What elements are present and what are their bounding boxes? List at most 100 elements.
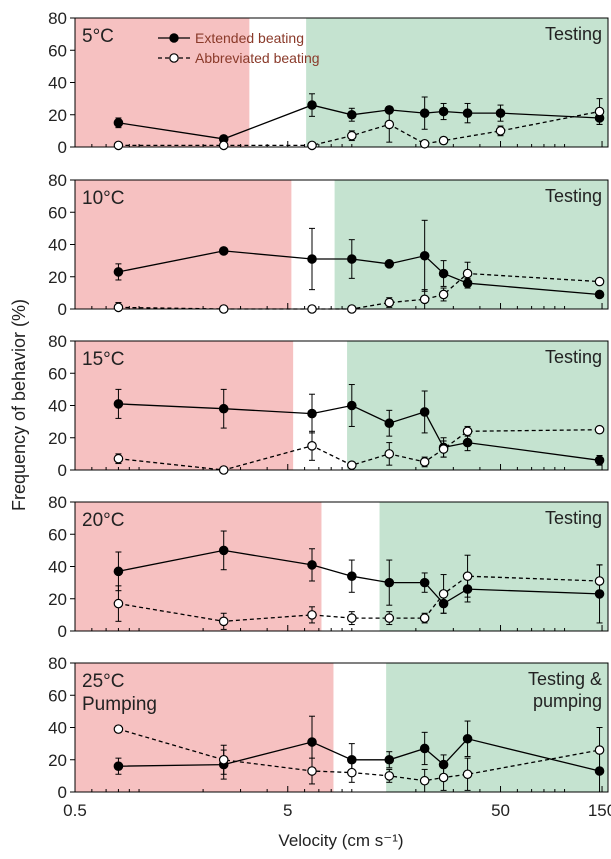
panel-1: 0 20 40 60 80 5°C Testing <box>48 9 609 157</box>
region-label: Testing <box>545 347 602 367</box>
series-abbreviated <box>113 424 605 475</box>
x-tick-label: 0.5 <box>63 801 87 820</box>
abbreviated-point <box>218 616 229 627</box>
extended-point <box>419 250 430 261</box>
abbreviated-point <box>419 457 430 467</box>
red-zone <box>75 180 292 309</box>
abbreviated-point <box>438 135 449 146</box>
abbreviated-point <box>113 140 124 151</box>
extended-point <box>218 545 229 556</box>
x-tick-label: 50 <box>491 801 510 820</box>
series-abbreviated <box>113 98 605 151</box>
abbreviated-point <box>594 106 605 117</box>
abbreviated-point <box>419 138 430 149</box>
abbreviated-point <box>384 297 395 308</box>
abbreviated-point <box>462 268 473 279</box>
series-abbreviated <box>113 261 605 314</box>
abbreviated-point <box>462 571 473 581</box>
y-tick-label: 20 <box>48 751 67 770</box>
y-tick-label: 0 <box>58 461 67 480</box>
abbreviated-point <box>594 424 605 435</box>
y-tick-label: 80 <box>48 171 67 190</box>
abbreviated-line <box>118 272 600 310</box>
extended-point <box>462 437 473 448</box>
extended-point <box>419 108 430 118</box>
abbreviated-point <box>307 441 317 451</box>
y-tick-label: 0 <box>58 783 67 802</box>
y-tick-label: 80 <box>48 9 67 28</box>
y-tick-label: 80 <box>48 493 67 512</box>
extended-point <box>307 560 317 570</box>
abbreviated-point <box>462 426 473 437</box>
y-tick-label: 20 <box>48 106 67 125</box>
abbreviated-line <box>118 575 600 622</box>
abbreviated-point <box>462 769 473 780</box>
abbreviated-point <box>347 304 357 314</box>
y-tick-label: 60 <box>48 41 67 60</box>
panel-4: 0 20 40 60 80 20°C Testing <box>48 493 609 641</box>
legend: Extended beating Abbreviated beating <box>158 30 320 66</box>
abbreviated-point <box>113 453 124 464</box>
extended-point <box>384 577 395 588</box>
extended-point <box>113 399 124 409</box>
green-zone <box>386 663 608 792</box>
abbreviated-point <box>218 304 229 314</box>
extended-point <box>307 737 317 747</box>
extended-point <box>384 259 395 269</box>
extended-point <box>307 100 317 110</box>
abbreviated-point <box>384 119 395 130</box>
extended-point <box>113 118 124 128</box>
extended-point <box>307 254 317 264</box>
temperature-label: 15°C <box>82 349 124 370</box>
y-tick-label: 40 <box>48 397 67 416</box>
abbreviated-point <box>113 598 124 609</box>
extended-point <box>495 108 506 118</box>
x-axis-title: Velocity (cm s⁻¹) <box>278 831 403 850</box>
y-tick-label: 0 <box>58 622 67 641</box>
extended-point <box>384 754 395 765</box>
region-label-line: Testing & <box>528 669 602 689</box>
abbreviated-point <box>384 613 395 623</box>
abbreviated-point <box>218 754 229 765</box>
y-tick-label: 60 <box>48 525 67 544</box>
abbreviated-point <box>113 302 124 313</box>
extended-point <box>113 761 124 771</box>
y-tick-label: 60 <box>48 364 67 383</box>
y-tick-label: 20 <box>48 268 67 287</box>
y-tick-label: 40 <box>48 236 67 255</box>
abbreviated-point <box>307 304 317 314</box>
legend-abbreviated-marker <box>169 53 179 63</box>
extended-point <box>347 400 357 411</box>
series-abbreviated <box>113 554 605 630</box>
x-tick-label: 150 <box>588 801 611 820</box>
abbreviated-point <box>347 460 357 470</box>
abbreviated-point <box>347 613 357 623</box>
legend-abbreviated-label: Abbreviated beating <box>195 50 320 66</box>
extended-point <box>594 289 605 300</box>
abbreviated-point <box>438 772 449 783</box>
y-axis-title: Frequency of behavior (%) <box>9 299 29 511</box>
y-tick-label: 40 <box>48 74 67 93</box>
region-label: Testing <box>545 508 602 528</box>
series-extended <box>113 219 605 300</box>
y-tick-label: 0 <box>58 138 67 157</box>
extended-point <box>113 566 124 577</box>
green-zone <box>379 502 608 631</box>
abbreviated-point <box>218 140 229 151</box>
y-tick-label: 20 <box>48 590 67 609</box>
extended-point <box>218 246 229 256</box>
extended-point <box>384 418 395 429</box>
green-zone <box>347 341 608 470</box>
red-zone <box>75 18 250 147</box>
abbreviated-point <box>218 465 229 475</box>
x-tick-label: 5 <box>283 801 292 820</box>
extended-point <box>347 571 357 581</box>
y-tick-label: 60 <box>48 686 67 705</box>
extended-point <box>594 455 605 466</box>
extended-point <box>113 267 124 277</box>
series-extended <box>113 93 605 144</box>
extended-point <box>462 108 473 118</box>
